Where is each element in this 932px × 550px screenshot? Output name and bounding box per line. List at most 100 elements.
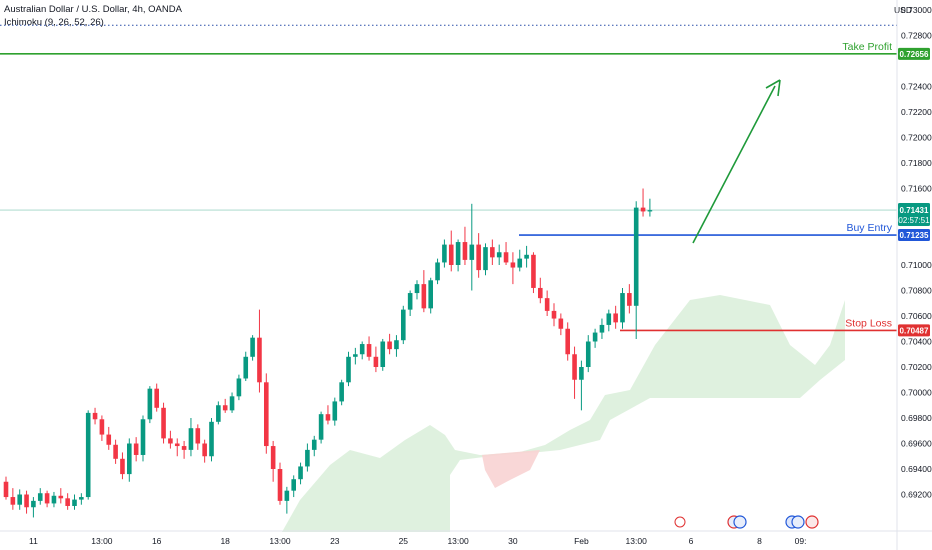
indicator-legend[interactable]: Ichimoku (9, 26, 52, 26) bbox=[4, 17, 104, 28]
candle-body bbox=[270, 446, 276, 469]
candle-body bbox=[421, 284, 427, 309]
candle-body bbox=[373, 356, 379, 367]
candle-body bbox=[264, 382, 269, 447]
candle-body bbox=[592, 332, 598, 342]
candle-body bbox=[298, 466, 303, 480]
candle-body bbox=[92, 412, 98, 420]
time-tick-label: 16 bbox=[152, 536, 162, 546]
stop-loss-label: Stop Loss bbox=[845, 317, 892, 329]
candle-body bbox=[305, 449, 310, 467]
us-flag-icon[interactable] bbox=[733, 515, 747, 529]
buy-entry-price-tag-text: 0.71235 bbox=[900, 231, 929, 240]
time-tick-label: 13:00 bbox=[269, 536, 291, 546]
time-tick-label: 8 bbox=[757, 536, 762, 546]
candle-body bbox=[250, 337, 255, 357]
candle-body bbox=[318, 414, 324, 440]
candle-body bbox=[154, 388, 159, 408]
candle-body bbox=[346, 356, 351, 383]
candle-body bbox=[24, 494, 29, 508]
candle-body bbox=[640, 207, 646, 212]
candle-body bbox=[99, 419, 105, 435]
current-price-tag-text: 0.71431 bbox=[900, 206, 929, 215]
price-tick-label: 0.72000 bbox=[901, 133, 932, 143]
time-tick-label: 18 bbox=[220, 536, 230, 546]
time-tick-label: 13:00 bbox=[447, 536, 469, 546]
price-tick-label: 0.71000 bbox=[901, 260, 932, 270]
candle-body bbox=[222, 405, 228, 411]
buy-entry-label: Buy Entry bbox=[846, 222, 892, 234]
candle-body bbox=[401, 309, 406, 341]
candle-body bbox=[599, 324, 605, 333]
candle-body bbox=[620, 293, 625, 323]
candle-body bbox=[339, 382, 344, 402]
time-tick-label: 25 bbox=[399, 536, 409, 546]
price-tick-label: 0.69800 bbox=[901, 413, 932, 423]
candle-body bbox=[133, 443, 139, 455]
candle-body bbox=[106, 434, 112, 445]
candle-body bbox=[462, 242, 468, 260]
candle-body bbox=[58, 495, 64, 499]
candles bbox=[3, 188, 653, 518]
candle-body bbox=[572, 354, 577, 380]
price-axis[interactable]: 0.73000 0.72800 0.72400 0.72200 0.72000 0.718… bbox=[896, 0, 932, 550]
candle-body bbox=[359, 344, 365, 355]
price-tick-label: 0.73000 bbox=[901, 5, 932, 15]
event-markers[interactable] bbox=[674, 515, 819, 529]
candle-body bbox=[257, 337, 262, 383]
candle-body bbox=[538, 287, 543, 299]
price-tick-label: 0.70600 bbox=[901, 311, 932, 321]
candle-body bbox=[3, 481, 9, 498]
time-tick-label: 09: bbox=[795, 536, 807, 546]
event-marker-icon[interactable] bbox=[674, 516, 686, 528]
chart-title: Australian Dollar / U.S. Dollar, 4h, OAN… bbox=[4, 4, 182, 15]
candle-body bbox=[168, 438, 173, 444]
price-tick-label: 0.69400 bbox=[901, 464, 932, 474]
candle-body bbox=[503, 252, 509, 263]
take-profit-label: Take Profit bbox=[842, 41, 892, 53]
candle-body bbox=[10, 497, 16, 505]
candle-body bbox=[311, 439, 317, 450]
time-tick-label: Feb bbox=[574, 536, 589, 546]
candle-body bbox=[531, 254, 536, 288]
candle-body bbox=[414, 284, 420, 294]
candle-body bbox=[558, 318, 564, 329]
candle-body bbox=[202, 443, 207, 457]
candle-body bbox=[633, 207, 639, 306]
candle-body bbox=[332, 401, 338, 421]
candle-body bbox=[496, 252, 502, 258]
candle-body bbox=[428, 280, 433, 309]
price-tick-label: 0.69200 bbox=[901, 490, 932, 500]
cloud-bear-area bbox=[482, 450, 540, 488]
price-tick-label: 0.72400 bbox=[901, 82, 932, 92]
candle-body bbox=[455, 242, 461, 265]
candle-body bbox=[229, 396, 235, 411]
candle-body bbox=[325, 414, 331, 421]
candle-body bbox=[243, 356, 249, 379]
price-levels: Take Profit Buy Entry Stop Loss bbox=[0, 24, 897, 332]
candle-body bbox=[85, 412, 91, 498]
us-flag-icon[interactable] bbox=[805, 515, 819, 529]
current-price-tag bbox=[898, 203, 930, 227]
time-axis[interactable]: 11 13:00 16 18 13:00 23 25 13:00 30 Feb 13:00 6 8 09: bbox=[0, 530, 932, 546]
ichimoku-cloud bbox=[282, 295, 845, 532]
candle-body bbox=[181, 446, 187, 450]
candle-body bbox=[31, 500, 36, 508]
candle-body bbox=[161, 407, 166, 439]
time-tick-label: 23 bbox=[330, 536, 340, 546]
time-tick-label: 30 bbox=[508, 536, 518, 546]
candle-body bbox=[65, 498, 70, 506]
candle-body bbox=[579, 367, 584, 380]
au-flag-icon[interactable] bbox=[791, 515, 805, 529]
price-tick-label: 0.70800 bbox=[901, 286, 932, 296]
candle-body bbox=[277, 469, 283, 501]
candle-body bbox=[613, 313, 618, 323]
price-tick-label: 0.71800 bbox=[901, 158, 932, 168]
price-tick-label: 0.70000 bbox=[901, 388, 932, 398]
candle-body bbox=[366, 344, 372, 357]
stop-loss-price-tag bbox=[898, 324, 930, 337]
candle-body bbox=[51, 495, 57, 504]
candle-body bbox=[585, 341, 591, 367]
arrow-head bbox=[765, 79, 781, 97]
candle-body bbox=[469, 244, 475, 260]
